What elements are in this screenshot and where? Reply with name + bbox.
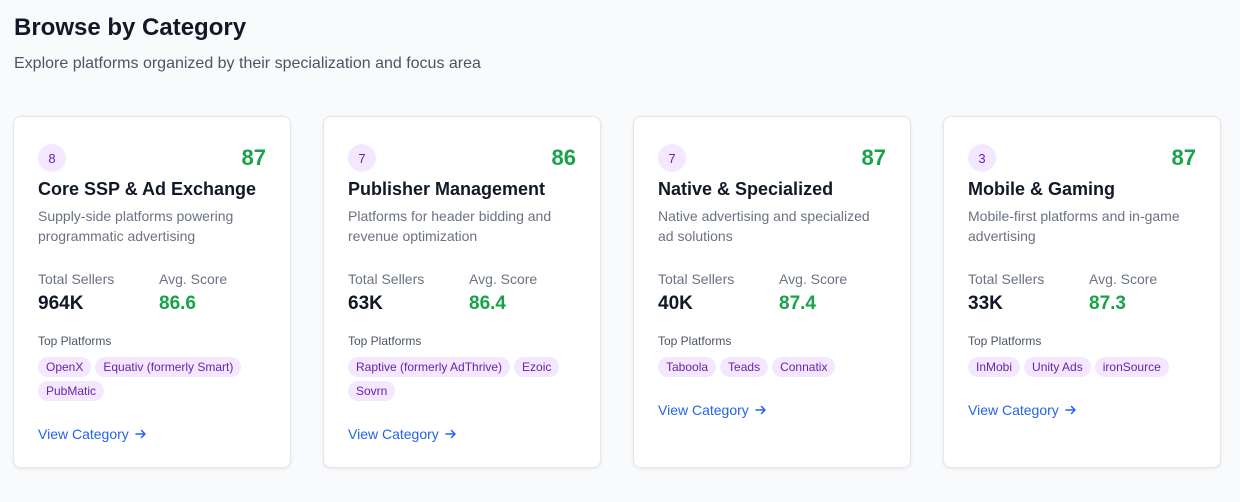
avg-score-label: Avg. Score <box>779 271 848 287</box>
platform-tag[interactable]: Raptive (formerly AdThrive) <box>348 357 511 377</box>
category-grid: 8 87 Core SSP & Ad Exchange Supply-side … <box>13 116 1221 468</box>
avg-score-stat: Avg. Score 87.4 <box>779 270 900 315</box>
platform-tag[interactable]: ironSource <box>1094 357 1169 377</box>
avg-score-label: Avg. Score <box>1089 271 1158 287</box>
total-sellers-value: 33K <box>968 293 1003 314</box>
card-header: 3 87 <box>968 143 1196 173</box>
platform-tag[interactable]: Connatix <box>772 357 836 377</box>
platform-tag[interactable]: Teads <box>720 357 769 377</box>
category-stats: Total Sellers 33K Avg. Score 87.3 <box>968 270 1210 315</box>
view-category-label: View Category <box>658 402 749 418</box>
category-card[interactable]: 8 87 Core SSP & Ad Exchange Supply-side … <box>13 116 291 468</box>
total-sellers-stat: Total Sellers 964K <box>38 270 159 315</box>
card-header: 8 87 <box>38 143 266 173</box>
card-header: 7 87 <box>658 143 886 173</box>
view-category-link[interactable]: View Category <box>968 402 1077 418</box>
platform-tag[interactable]: Taboola <box>658 357 717 377</box>
view-category-label: View Category <box>968 402 1059 418</box>
category-title: Publisher Management <box>348 179 546 199</box>
card-header: 7 86 <box>348 143 576 173</box>
avg-score-label: Avg. Score <box>469 271 538 287</box>
platform-tag[interactable]: Unity Ads <box>1024 357 1091 377</box>
platform-tag[interactable]: Equativ (formerly Smart) <box>95 357 242 377</box>
avg-score-value: 87.3 <box>1089 293 1126 314</box>
arrow-right-icon <box>445 429 456 439</box>
category-score: 87 <box>241 145 266 170</box>
total-sellers-value: 63K <box>348 293 383 314</box>
platform-count-badge: 7 <box>658 144 686 172</box>
total-sellers-label: Total Sellers <box>658 271 735 287</box>
category-card[interactable]: 7 87 Native & Specialized Native adverti… <box>633 116 911 468</box>
page-title: Browse by Category <box>14 14 247 41</box>
arrow-right-icon <box>135 429 146 439</box>
platform-tag[interactable]: InMobi <box>968 357 1021 377</box>
total-sellers-stat: Total Sellers 63K <box>348 270 469 315</box>
view-category-label: View Category <box>348 426 439 442</box>
category-score: 87 <box>861 145 886 170</box>
avg-score-stat: Avg. Score 86.4 <box>469 270 590 315</box>
platform-count-badge: 7 <box>348 144 376 172</box>
category-card[interactable]: 3 87 Mobile & Gaming Mobile-first platfo… <box>943 116 1221 468</box>
top-platforms-list: InMobi Unity Ads ironSource <box>968 357 1204 377</box>
total-sellers-stat: Total Sellers 40K <box>658 270 779 315</box>
category-description: Supply-side platforms powering programma… <box>38 208 234 244</box>
category-title: Mobile & Gaming <box>968 179 1116 199</box>
platform-tag[interactable]: PubMatic <box>38 381 105 401</box>
top-platforms-list: Raptive (formerly AdThrive) Ezoic Sovrn <box>348 357 584 401</box>
category-description: Mobile-first platforms and in-game adver… <box>968 208 1180 244</box>
arrow-right-icon <box>755 405 766 415</box>
view-category-label: View Category <box>38 426 129 442</box>
view-category-link[interactable]: View Category <box>38 426 147 442</box>
category-title: Core SSP & Ad Exchange <box>38 179 257 199</box>
avg-score-stat: Avg. Score 87.3 <box>1089 270 1210 315</box>
category-stats: Total Sellers 63K Avg. Score 86.4 <box>348 270 590 315</box>
category-description: Platforms for header bidding and revenue… <box>348 208 552 244</box>
platform-count-badge: 3 <box>968 144 996 172</box>
platform-tag[interactable]: OpenX <box>38 357 92 377</box>
total-sellers-label: Total Sellers <box>38 271 115 287</box>
top-platforms-label: Top Platforms <box>968 334 1042 348</box>
avg-score-value: 86.6 <box>159 293 196 314</box>
category-score: 86 <box>551 145 576 170</box>
top-platforms-label: Top Platforms <box>658 334 732 348</box>
total-sellers-label: Total Sellers <box>968 271 1045 287</box>
total-sellers-stat: Total Sellers 33K <box>968 270 1089 315</box>
avg-score-stat: Avg. Score 86.6 <box>159 270 280 315</box>
total-sellers-label: Total Sellers <box>348 271 425 287</box>
platform-tag[interactable]: Sovrn <box>348 381 396 401</box>
category-stats: Total Sellers 40K Avg. Score 87.4 <box>658 270 900 315</box>
category-description: Native advertising and specialized ad so… <box>658 208 870 244</box>
top-platforms-label: Top Platforms <box>348 334 422 348</box>
total-sellers-value: 40K <box>658 293 693 314</box>
avg-score-value: 87.4 <box>779 293 816 314</box>
category-score: 87 <box>1171 145 1196 170</box>
top-platforms-list: Taboola Teads Connatix <box>658 357 894 377</box>
platform-count-badge: 8 <box>38 144 66 172</box>
top-platforms-label: Top Platforms <box>38 334 112 348</box>
arrow-right-icon <box>1065 405 1076 415</box>
category-title: Native & Specialized <box>658 179 834 199</box>
page-subtitle: Explore platforms organized by their spe… <box>14 55 481 72</box>
category-stats: Total Sellers 964K Avg. Score 86.6 <box>38 270 280 315</box>
category-card[interactable]: 7 86 Publisher Management Platforms for … <box>323 116 601 468</box>
total-sellers-value: 964K <box>38 293 84 314</box>
avg-score-label: Avg. Score <box>159 271 228 287</box>
page-header: Browse by Category Explore platforms org… <box>14 14 481 72</box>
view-category-link[interactable]: View Category <box>348 426 457 442</box>
avg-score-value: 86.4 <box>469 293 506 314</box>
top-platforms-list: OpenX Equativ (formerly Smart) PubMatic <box>38 357 274 401</box>
view-category-link[interactable]: View Category <box>658 402 767 418</box>
platform-tag[interactable]: Ezoic <box>514 357 560 377</box>
